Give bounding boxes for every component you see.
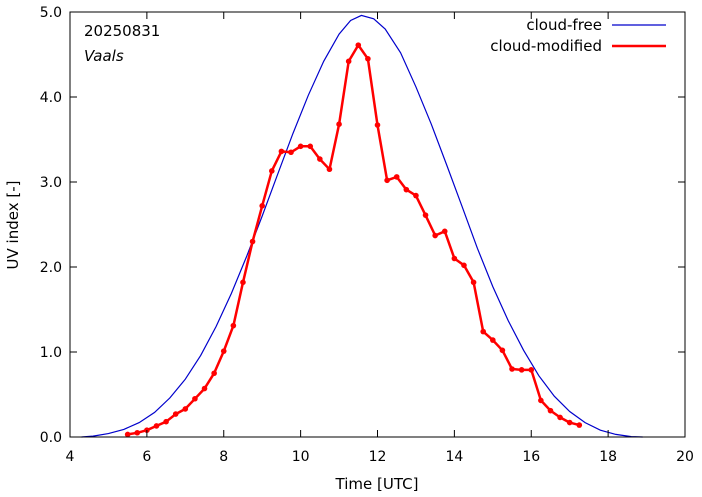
- data-point-cloud-modified: [220, 348, 227, 354]
- data-point-cloud-modified: [153, 423, 160, 429]
- x-tick-label: 18: [599, 449, 617, 465]
- data-point-cloud-modified: [288, 149, 294, 156]
- data-point-cloud-modified: [528, 367, 535, 373]
- y-tick-label: 5.0: [40, 5, 62, 21]
- annotation-date: 20250831: [84, 22, 160, 40]
- data-point-cloud-modified: [432, 232, 438, 239]
- data-point-cloud-modified: [413, 192, 419, 199]
- data-point-cloud-modified: [163, 418, 169, 425]
- y-axis-label: UV index [-]: [4, 181, 22, 270]
- y-tick-label: 2.0: [40, 260, 62, 276]
- legend-label-cloud-modified: cloud-modified: [490, 37, 602, 55]
- data-point-cloud-modified: [403, 186, 410, 193]
- data-point-cloud-modified: [470, 279, 477, 286]
- data-point-cloud-modified: [345, 58, 352, 65]
- data-point-cloud-modified: [451, 255, 458, 262]
- data-point-cloud-modified: [547, 407, 554, 414]
- data-point-cloud-modified: [134, 429, 141, 436]
- data-point-cloud-modified: [461, 262, 467, 269]
- data-point-cloud-modified: [326, 166, 333, 173]
- data-point-cloud-modified: [307, 143, 314, 150]
- y-tick-label: 0.0: [40, 430, 62, 446]
- data-point-cloud-modified: [230, 322, 237, 329]
- data-point-cloud-modified: [124, 431, 131, 438]
- data-point-cloud-modified: [240, 279, 246, 286]
- data-point-cloud-modified: [374, 122, 381, 128]
- data-point-cloud-modified: [441, 228, 448, 235]
- data-point-cloud-modified: [518, 367, 525, 373]
- data-point-cloud-modified: [355, 42, 362, 48]
- legend-label-cloud-free: cloud-free: [526, 16, 602, 34]
- x-tick-label: 14: [445, 449, 463, 465]
- series-line-cloud-free: [81, 14, 643, 438]
- data-point-cloud-modified: [509, 366, 515, 372]
- data-point-cloud-modified: [490, 337, 496, 343]
- x-tick-label: 10: [292, 449, 310, 465]
- data-point-cloud-modified: [249, 238, 256, 245]
- data-point-cloud-modified: [268, 168, 275, 174]
- data-point-cloud-modified: [278, 148, 285, 155]
- data-point-cloud-modified: [172, 411, 179, 417]
- data-point-cloud-modified: [211, 370, 217, 377]
- data-point-cloud-modified: [192, 395, 198, 402]
- axis-layer: 4 6 8 10 12 14 16 18 20 0.0 1.0 2.0 3.0 4.0 5.0: [40, 5, 694, 465]
- data-point-cloud-modified: [384, 177, 390, 184]
- x-tick-label: 12: [369, 449, 387, 465]
- y-tick-label: 4.0: [40, 90, 62, 106]
- data-point-cloud-modified: [538, 397, 544, 404]
- x-axis-label: Time [UTC]: [335, 475, 419, 493]
- x-tick-label: 8: [219, 449, 228, 465]
- y-tick-label: 3.0: [40, 175, 62, 191]
- data-point-cloud-modified: [182, 406, 189, 412]
- data-point-cloud-modified: [480, 328, 487, 335]
- data-point-cloud-modified: [566, 419, 573, 426]
- data-point-cloud-modified: [297, 143, 304, 150]
- x-tick-label: 4: [66, 449, 75, 465]
- x-tick-label: 6: [142, 449, 151, 465]
- data-point-cloud-modified: [499, 347, 506, 354]
- annotation-location: Vaals: [84, 47, 124, 65]
- x-tick-label: 16: [522, 449, 540, 465]
- data-point-cloud-modified: [336, 121, 342, 127]
- data-point-cloud-modified: [393, 174, 400, 180]
- y-tick-label: 1.0: [40, 345, 62, 361]
- data-point-cloud-modified: [422, 212, 429, 218]
- data-point-cloud-modified: [576, 422, 583, 428]
- data-point-cloud-modified: [201, 385, 208, 392]
- data-point-cloud-modified: [259, 203, 265, 209]
- x-tick-label: 20: [676, 449, 694, 465]
- legend: cloud-free cloud-modified: [490, 16, 666, 55]
- data-point-cloud-modified: [317, 156, 323, 162]
- data-point-cloud-modified: [365, 55, 371, 62]
- data-point-cloud-modified: [557, 414, 563, 421]
- series-layer: [81, 14, 643, 438]
